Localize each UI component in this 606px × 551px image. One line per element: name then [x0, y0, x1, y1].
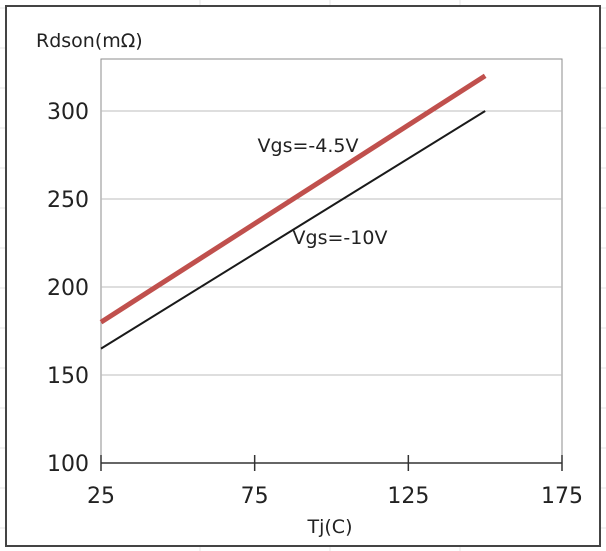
- y-tick-label: 100: [47, 452, 89, 477]
- y-tick-label: 150: [47, 364, 89, 389]
- y-tick-label: 300: [47, 100, 89, 125]
- gridlines: [101, 110, 562, 376]
- labels-group: 100 150 200 250 300 25 75 125 175 Vgs=-4.5V Vgs=-1…: [47, 100, 583, 509]
- axes: [100, 455, 563, 471]
- series-line-vgs-10v: [100, 110, 486, 350]
- chart-frame: [5, 5, 601, 547]
- x-axis-title: Tj(C): [307, 516, 353, 538]
- series-group: [99, 73, 487, 350]
- series-label-vgs-10v: Vgs=-10V: [293, 227, 388, 249]
- x-tick-label: 75: [241, 484, 269, 509]
- x-tick-label: 125: [387, 484, 429, 509]
- x-tick-label: 25: [87, 484, 115, 509]
- y-axis-title: Rdson(mΩ): [36, 30, 143, 52]
- series-line-vgs-4-5v: [99, 73, 487, 325]
- series-label-vgs-4-5v: Vgs=-4.5V: [258, 135, 359, 157]
- y-tick-label: 250: [47, 188, 89, 213]
- x-tick-label: 175: [541, 484, 583, 509]
- y-tick-label: 200: [47, 276, 89, 301]
